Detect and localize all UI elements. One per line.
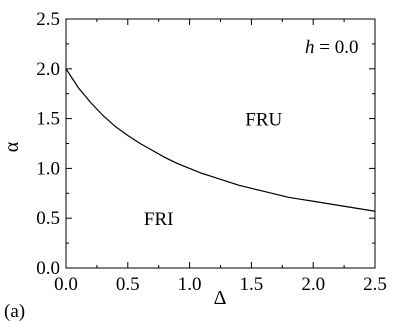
y-axis-label: α [1,141,23,152]
x-tick-label: 1.0 [178,274,202,295]
ticks [65,18,376,269]
x-tick-label: 2.5 [363,274,387,295]
x-axis-label: Δ [214,287,227,309]
h-annotation-value: = 0.0 [315,37,359,58]
y-tick-label: 0.5 [36,208,60,229]
y-tick-label: 1.0 [36,158,60,179]
region-labels: FRU FRI [144,110,283,231]
y-tick-label: 2.0 [36,59,60,80]
x-tick-label: 2.0 [301,274,325,295]
x-tick-label: 0.5 [116,274,140,295]
panel-label: (a) [4,301,25,322]
y-tick-label: 1.5 [36,109,60,130]
h-annotation: h = 0.0 [305,37,358,58]
x-tick-label: 1.5 [240,274,264,295]
region-label-fri: FRI [144,209,174,230]
y-tick-label: 0.0 [36,258,60,279]
y-tick-label: 2.5 [36,9,60,30]
x-tick-label: 0.0 [54,274,78,295]
h-annotation-variable: h [305,37,315,58]
phase-boundary-curve [65,68,376,212]
region-label-fru: FRU [245,110,282,131]
tick-labels: 0.0 0.5 1.0 1.5 2.0 2.5 0.0 0.5 1.0 1.5 2.0 2.5 [36,9,387,295]
